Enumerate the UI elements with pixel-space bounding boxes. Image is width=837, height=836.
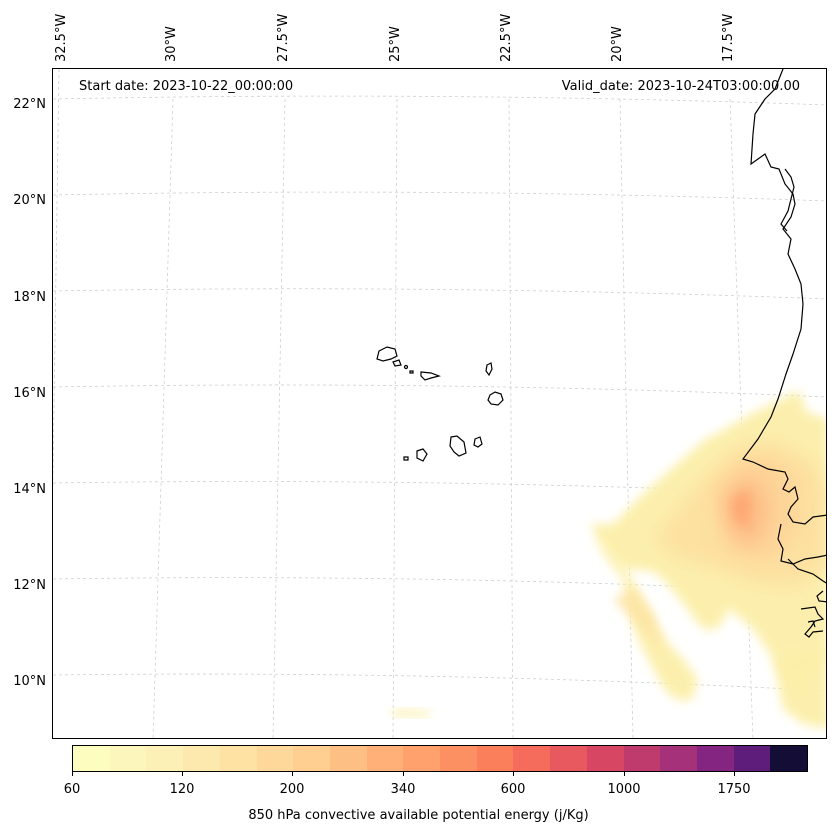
lat-label-18n: 18°N <box>13 290 46 305</box>
colorbar-segment <box>550 746 587 771</box>
lat-label-20n: 20°N <box>13 193 46 208</box>
start-date-label: Start date: 2023-10-22_00:00:00 <box>79 79 294 94</box>
colorbar <box>72 745 808 772</box>
colorbar-segment <box>660 746 697 771</box>
colorbar-segment <box>219 746 257 771</box>
colorbar-tick <box>624 772 625 776</box>
colorbar-segment <box>440 746 477 771</box>
colorbar-tick <box>734 772 735 776</box>
colorbar-segment <box>696 746 734 771</box>
colorbar-tick-label-600: 600 <box>500 782 526 797</box>
colorbar-tick-label-200: 200 <box>279 782 305 797</box>
colorbar-segment <box>146 746 184 771</box>
lon-label-25w: 25°W <box>388 26 403 62</box>
lon-label-32-5w: 32.5°W <box>54 13 69 62</box>
colorbar-segment <box>183 746 220 771</box>
colorbar-tick-label-1000: 1000 <box>607 782 641 797</box>
lat-label-22n: 22°N <box>13 97 46 112</box>
lon-label-30w: 30°W <box>164 26 179 62</box>
colorbar-segment <box>733 746 771 771</box>
colorbar-label: 850 hPa convective available potential e… <box>248 808 589 823</box>
colorbar-segment <box>293 746 330 771</box>
coastline-west-africa <box>742 69 826 638</box>
colorbar-tick <box>403 772 404 776</box>
lon-label-17-5w: 17.5°W <box>721 13 736 62</box>
colorbar-segment <box>403 746 441 771</box>
colorbar-tick <box>292 772 293 776</box>
map-panel[interactable]: Start date: 2023-10-22_00:00:00 Valid_da… <box>52 68 827 739</box>
colorbar-tick-label-120: 120 <box>169 782 195 797</box>
colorbar-tick-label-340: 340 <box>390 782 416 797</box>
colorbar-segment <box>366 746 404 771</box>
colorbar-tick-label-1750: 1750 <box>717 782 751 797</box>
valid-date-label: Valid_date: 2023-10-24T03:00:00.00 <box>561 79 800 94</box>
colorbar-segment <box>623 746 661 771</box>
colorbar-segment <box>109 746 147 771</box>
graticule <box>53 69 826 738</box>
colorbar-segment <box>513 746 551 771</box>
colorbar-tick <box>513 772 514 776</box>
colorbar-segment <box>770 746 808 771</box>
lon-label-20w: 20°W <box>610 26 625 62</box>
cape-verde-islands <box>376 346 504 462</box>
colorbar-segment <box>476 746 514 771</box>
lat-label-10n: 10°N <box>13 674 46 689</box>
colorbar-tick <box>72 772 73 776</box>
colorbar-segment <box>256 746 294 771</box>
colorbar-tick-label-60: 60 <box>63 782 81 797</box>
colorbar-segment <box>586 746 624 771</box>
lon-label-27-5w: 27.5°W <box>276 13 291 62</box>
lat-label-12n: 12°N <box>13 578 46 593</box>
colorbar-segment <box>73 746 110 771</box>
lon-label-22-5w: 22.5°W <box>499 13 514 62</box>
cape-energy-field <box>391 391 826 729</box>
map-canvas <box>53 69 826 738</box>
lat-label-14n: 14°N <box>13 482 46 497</box>
colorbar-tick <box>182 772 183 776</box>
lat-label-16n: 16°N <box>13 386 46 401</box>
colorbar-segment <box>329 746 367 771</box>
